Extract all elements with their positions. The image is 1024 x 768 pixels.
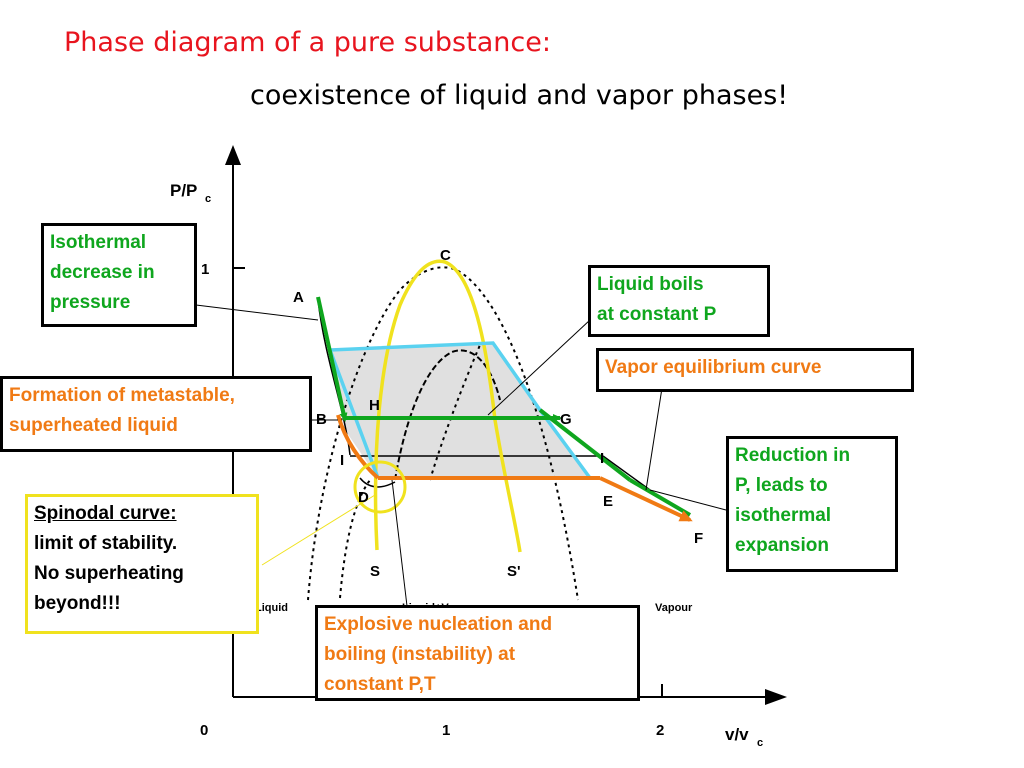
annotation-line: P, leads to: [735, 475, 828, 496]
point-label-h: H: [369, 397, 380, 414]
point-label-i-right: I: [600, 450, 604, 467]
annotation-line: Reduction in: [735, 445, 851, 466]
point-label-c: C: [440, 247, 451, 264]
point-label-s-prime: S': [507, 563, 521, 580]
x-tick-label: 0: [200, 722, 208, 739]
orange-process-path: [336, 414, 693, 522]
annotation-line: boiling (instability) at: [324, 644, 516, 665]
annotation-line: Formation of metastable,: [9, 385, 235, 406]
x-tick-label: 1: [442, 722, 450, 739]
green-process-path: [316, 296, 692, 517]
annotation-line: limit of stability.: [34, 533, 178, 554]
point-label-e: E: [603, 493, 613, 510]
page-subtitle: coexistence of liquid and vapor phases!: [250, 80, 789, 111]
y-axis-label-sub: c: [205, 193, 211, 205]
annotation-liquid-boils: Liquid boils at constant P: [588, 265, 770, 337]
instability-circle: [353, 460, 407, 514]
point-label-d: D: [358, 489, 369, 506]
annotation-line: Liquid boils: [597, 274, 704, 295]
point-label-b: B: [316, 411, 327, 428]
spinodal-dotted-curve: [339, 479, 371, 599]
annotation-spinodal: Spinodal curve: limit of stability. No s…: [25, 494, 259, 634]
annotation-line: superheated liquid: [9, 415, 178, 436]
annotation-line: pressure: [50, 292, 131, 313]
y-axis-label: P/P: [170, 181, 197, 200]
annotation-metastable: Formation of metastable, superheated liq…: [0, 376, 312, 452]
point-label-a: A: [293, 289, 304, 306]
annotation-heading: Spinodal curve:: [34, 503, 177, 524]
point-label-f: F: [694, 530, 703, 547]
annotation-isothermal: Isothermal decrease in pressure: [41, 223, 197, 327]
annotation-line: Vapor equilibrium curve: [605, 357, 822, 378]
annotation-line: Explosive nucleation and: [324, 614, 553, 635]
x-tick-label: 2: [656, 722, 664, 739]
x-axis-label: v/v: [725, 725, 749, 744]
y-tick-label: 1: [201, 261, 209, 278]
spinodal-curve: [373, 259, 522, 553]
coexistence-shading: [330, 343, 590, 478]
callout-lines: [195, 304, 727, 607]
point-label-g: G: [560, 411, 572, 428]
annotation-line: isothermal: [735, 505, 832, 526]
annotation-line: decrease in: [50, 262, 155, 283]
annotation-line: at constant P: [597, 304, 717, 325]
annotation-line: constant P,T: [324, 674, 436, 695]
annotation-line: expansion: [735, 535, 829, 556]
region-label-vapour: Vapour: [655, 602, 693, 614]
point-label-i-left: I: [340, 452, 344, 469]
annotation-reduction: Reduction in P, leads to isothermal expa…: [726, 436, 898, 572]
annotation-vapor-curve: Vapor equilibrium curve: [596, 348, 914, 392]
annotation-line: beyond!!!: [34, 593, 121, 614]
point-label-s: S: [370, 563, 380, 580]
page-title: Phase diagram of a pure substance:: [64, 27, 551, 58]
dotted-isotherm-branch: [429, 344, 481, 481]
x-axis-label-sub: c: [757, 737, 763, 749]
annotation-line: No superheating: [34, 563, 184, 584]
region-label-liquid: Liquid: [255, 602, 288, 614]
annotation-line: Isothermal: [50, 232, 147, 253]
annotation-explosive: Explosive nucleation and boiling (instab…: [315, 605, 640, 701]
